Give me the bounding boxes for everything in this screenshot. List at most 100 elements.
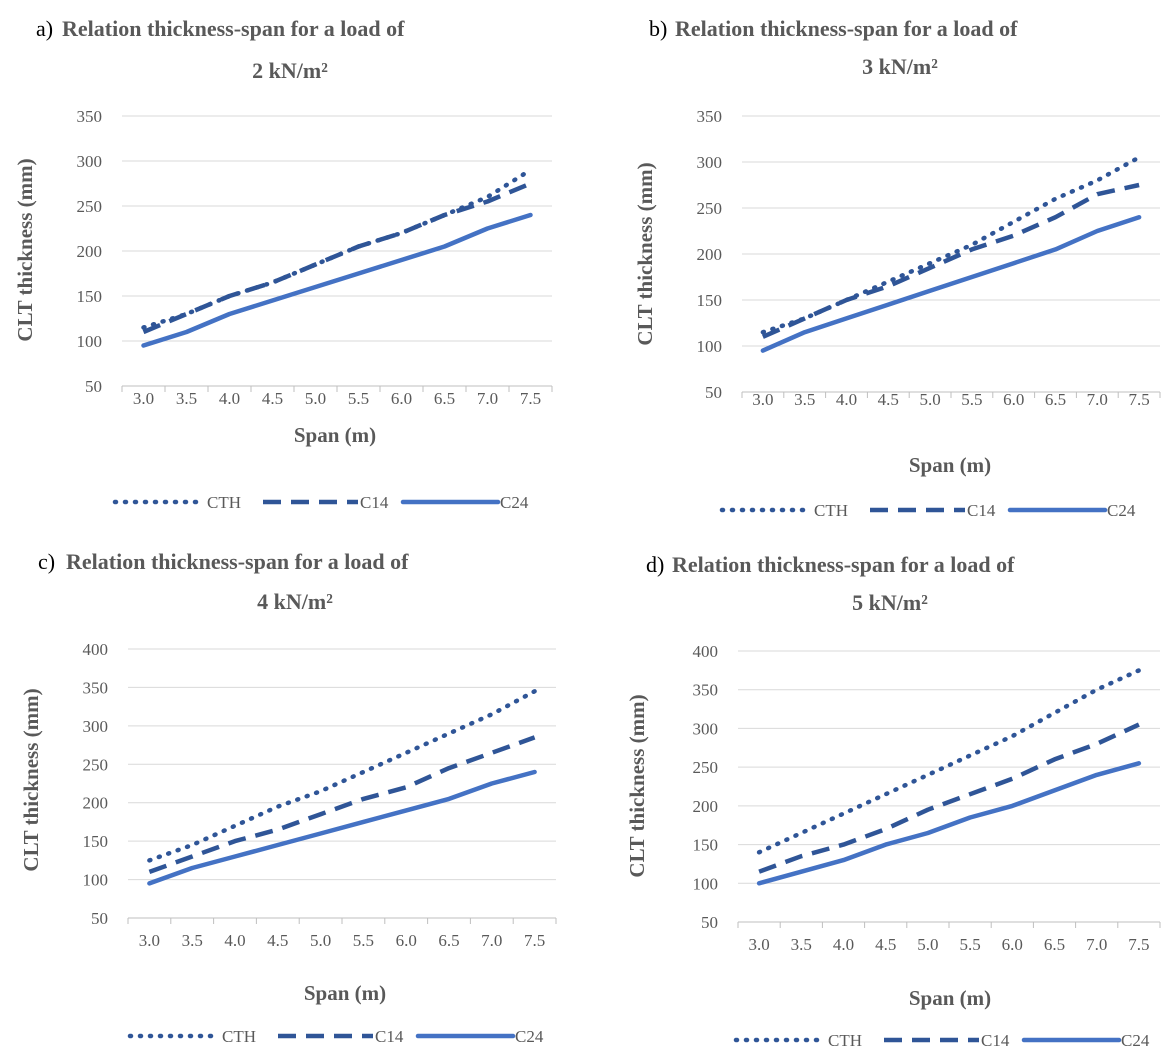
x-tick-label: 6.5 <box>434 389 455 408</box>
chart-title: Relation thickness-span for a load of <box>672 552 1015 577</box>
legend-label-c24: C24 <box>1121 1031 1150 1050</box>
y-tick-label: 200 <box>83 794 109 813</box>
y-tick-label: 400 <box>83 640 109 659</box>
series-line-cth <box>756 668 1142 855</box>
series-line-c14 <box>761 182 1140 339</box>
x-tick-label: 6.0 <box>396 931 417 950</box>
y-tick-label: 50 <box>85 377 102 396</box>
chart-panel-b: b) Relation thickness-span for a load of 3… <box>633 16 1161 520</box>
y-tick-label: 100 <box>697 337 723 356</box>
y-tick-label: 400 <box>693 642 719 661</box>
x-tick-label: 5.5 <box>961 390 982 409</box>
y-tick-label: 300 <box>697 153 723 172</box>
y-axis-label: CLT thickness (mm) <box>625 694 649 877</box>
chart-panel-d: d) Relation thickness-span for a load of 5… <box>625 552 1161 1050</box>
chart-title: Relation thickness-span for a load of <box>675 16 1018 41</box>
y-tick-label: 250 <box>693 758 719 777</box>
y-tick-label: 300 <box>693 719 719 738</box>
x-tick-label: 5.5 <box>353 931 374 950</box>
series-line-c24 <box>141 212 533 348</box>
x-tick-label: 4.5 <box>875 935 896 954</box>
legend-label-c14: C14 <box>375 1027 404 1046</box>
chart-panel-a: a) Relation thickness-span for a load of 2… <box>13 16 553 512</box>
panel-letter: a) <box>36 16 53 41</box>
x-tick-label: 6.5 <box>438 931 459 950</box>
x-tick-label: 6.5 <box>1045 390 1066 409</box>
legend-label-c14: C14 <box>360 493 389 512</box>
y-tick-label: 300 <box>77 152 103 171</box>
legend-label-c24: C24 <box>500 493 529 512</box>
series-line-c14 <box>758 722 1140 874</box>
x-tick-label: 6.5 <box>1044 935 1065 954</box>
x-tick-label: 5.0 <box>310 931 331 950</box>
legend-label-cth: CTH <box>828 1031 862 1050</box>
y-tick-label: 150 <box>77 287 103 306</box>
x-tick-label: 4.0 <box>836 390 857 409</box>
x-tick-label: 7.0 <box>1087 390 1108 409</box>
y-tick-label: 50 <box>705 383 722 402</box>
x-tick-label: 3.0 <box>748 935 769 954</box>
y-tick-label: 150 <box>83 832 109 851</box>
panel-letter: b) <box>649 16 667 41</box>
chart-subtitle: 2 kN/m² <box>252 58 328 83</box>
x-tick-label: 7.0 <box>477 389 498 408</box>
series-line-c14 <box>148 735 536 875</box>
x-tick-label: 7.0 <box>1086 935 1107 954</box>
x-axis-label: Span (m) <box>294 423 376 447</box>
x-tick-label: 4.0 <box>219 389 240 408</box>
y-axis-label: CLT thickness (mm) <box>13 158 37 341</box>
legend-label-cth: CTH <box>222 1027 256 1046</box>
x-tick-label: 6.0 <box>391 389 412 408</box>
x-tick-label: 5.0 <box>305 389 326 408</box>
y-tick-label: 350 <box>83 678 109 697</box>
series-line-cth <box>141 167 533 330</box>
x-tick-label: 6.0 <box>1002 935 1023 954</box>
legend-label-c14: C14 <box>967 501 996 520</box>
y-axis-label: CLT thickness (mm) <box>19 688 43 871</box>
series-line-cth <box>760 155 1142 335</box>
series-line-c24 <box>756 761 1142 886</box>
panel-letter: c) <box>38 549 55 574</box>
x-tick-label: 3.5 <box>794 390 815 409</box>
x-tick-label: 7.0 <box>481 931 502 950</box>
x-tick-label: 4.5 <box>267 931 288 950</box>
y-tick-label: 100 <box>83 871 109 890</box>
panel-letter: d) <box>646 552 664 577</box>
x-tick-label: 7.5 <box>1128 390 1149 409</box>
x-tick-label: 5.0 <box>917 935 938 954</box>
x-tick-label: 6.0 <box>1003 390 1024 409</box>
legend-label-c24: C24 <box>1107 501 1136 520</box>
y-tick-label: 250 <box>697 199 723 218</box>
x-tick-label: 4.5 <box>878 390 899 409</box>
y-tick-label: 250 <box>83 755 109 774</box>
x-axis-label: Span (m) <box>909 986 991 1010</box>
x-tick-label: 4.5 <box>262 389 283 408</box>
chart-subtitle: 3 kN/m² <box>862 54 938 79</box>
y-tick-label: 250 <box>77 197 103 216</box>
y-tick-label: 300 <box>83 717 109 736</box>
chart-panel-c: c) Relation thickness-span for a load of 4… <box>19 549 557 1046</box>
x-axis-label: Span (m) <box>909 453 991 477</box>
x-tick-label: 3.5 <box>176 389 197 408</box>
chart-title: Relation thickness-span for a load of <box>62 16 405 41</box>
y-tick-label: 350 <box>77 107 103 126</box>
x-tick-label: 3.0 <box>133 389 154 408</box>
x-tick-label: 7.5 <box>1128 935 1149 954</box>
legend-label-c14: C14 <box>981 1031 1010 1050</box>
y-tick-label: 100 <box>77 332 103 351</box>
y-tick-label: 150 <box>693 836 719 855</box>
chart-title: Relation thickness-span for a load of <box>66 549 409 574</box>
series-line-c24 <box>760 214 1142 353</box>
y-tick-label: 50 <box>701 913 718 932</box>
x-tick-label: 3.5 <box>791 935 812 954</box>
x-tick-label: 4.0 <box>833 935 854 954</box>
series-line-c24 <box>147 769 537 886</box>
y-tick-label: 350 <box>697 107 723 126</box>
series-line-cth <box>147 689 537 863</box>
x-tick-label: 7.5 <box>520 389 541 408</box>
y-tick-label: 150 <box>697 291 723 310</box>
y-tick-label: 50 <box>91 909 108 928</box>
chart-subtitle: 5 kN/m² <box>852 590 928 615</box>
legend-label-cth: CTH <box>207 493 241 512</box>
